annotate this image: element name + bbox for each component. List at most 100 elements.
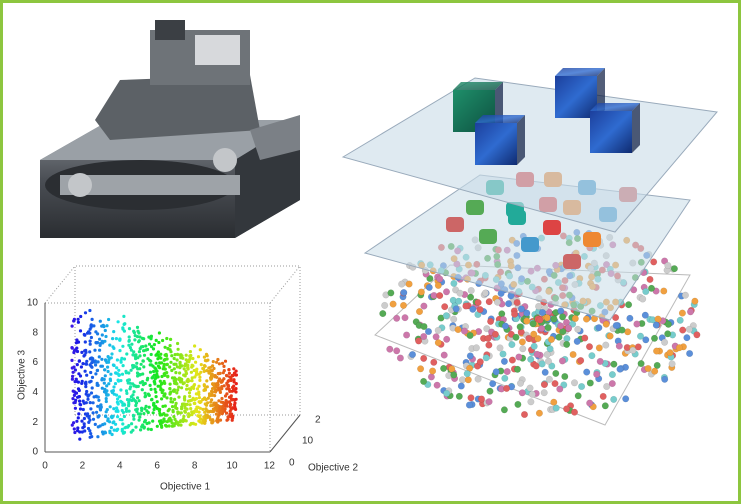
scatter-dot [152,343,156,347]
scatter-dot [218,388,222,392]
scatter-dot [223,394,228,398]
scatter-dot [132,350,136,354]
scatter-dot [173,381,177,385]
scatter-dot [111,337,115,341]
sphere [512,333,520,341]
scatter-dot [186,367,190,371]
sphere [499,350,507,358]
scatter-dot [208,409,212,413]
scatter-dot [147,393,151,397]
scatter-dot [110,416,114,420]
scatter-dot [82,401,86,405]
scatter-dot [143,395,147,399]
scatter-dot [149,352,153,357]
scatter-dot [210,369,214,373]
scatter-dot [120,418,124,422]
sphere [629,346,637,354]
scatter-dot [195,370,199,374]
scatter-dot [131,353,135,357]
scatter-dot [183,364,187,368]
sphere [626,314,634,322]
scatter-dot [165,396,169,400]
scatter-dot [79,314,83,319]
sphere [685,325,693,333]
scatter-dot [87,420,91,424]
cube-face [475,123,517,165]
scatter-dot [211,387,215,391]
sphere [535,409,543,417]
scatter-dot [102,325,106,329]
scatter-dot [75,338,79,342]
sphere [466,331,474,340]
scatter-dot [79,365,83,369]
scatter-dot [227,371,231,375]
scatter-dot [112,428,116,432]
scatter-dot [195,387,200,391]
sphere [508,356,516,364]
scatter-dot [70,377,74,381]
scatter-dot [170,421,174,425]
scatter-dot [104,391,108,395]
scatter-dot [77,372,81,376]
scatter-dot [126,381,130,385]
sphere [552,404,560,412]
scatter-dot [81,426,85,430]
scatter-plot: Objective 1 Objective 2 Objective 3 0 2 4 6… [17,265,358,493]
scatter-dot [138,335,142,339]
sphere [462,302,470,310]
sphere [401,314,409,322]
scatter-dot [201,407,205,411]
sphere [583,368,591,376]
scatter-dot [85,414,89,418]
scatter-dot [228,403,233,407]
scatter-dot [154,395,158,399]
sphere [400,289,408,297]
scatter-dot [103,368,107,372]
sphere [577,356,585,365]
scatter-dot [111,345,115,349]
scatter-dot [170,376,175,380]
scatter-dot [144,348,148,352]
x-tick-label: 12 [264,461,276,472]
sphere [465,401,473,409]
sphere [513,298,521,307]
sphere [420,377,428,385]
scatter-dot [170,424,174,428]
scatter-dot [202,369,206,373]
scatter-dot [191,356,195,361]
scatter-dot [159,356,163,360]
scatter-dot [153,405,157,409]
scatter-dot [204,416,208,420]
scatter-dot [228,409,232,413]
sphere [574,392,582,400]
sphere [546,345,554,353]
scatter-dot [182,414,186,418]
scatter-dot [139,362,143,366]
sphere [420,302,428,310]
cluster-blob [508,210,526,225]
scatter-dot [90,386,94,390]
sphere [654,315,662,323]
scatter-dot [108,420,112,424]
scatter-dot [143,381,147,386]
scatter-dot [89,335,93,340]
sphere [652,321,660,329]
cube-top [475,115,525,123]
scatter-dot [118,338,122,342]
sphere [466,352,474,360]
scatter-dot [190,413,194,417]
sphere [485,398,493,406]
sphere [456,289,464,297]
scatter-dot [189,407,193,411]
scatter-dot [198,420,202,424]
cube-top [590,103,640,111]
scatter-dot [161,367,165,371]
sphere [381,301,389,309]
scatter-dot [184,353,188,357]
sphere [485,298,493,306]
scatter-dot [225,411,229,415]
sphere [476,306,484,314]
sphere [563,405,571,413]
sphere [618,326,626,334]
scatter-dot [83,340,87,344]
